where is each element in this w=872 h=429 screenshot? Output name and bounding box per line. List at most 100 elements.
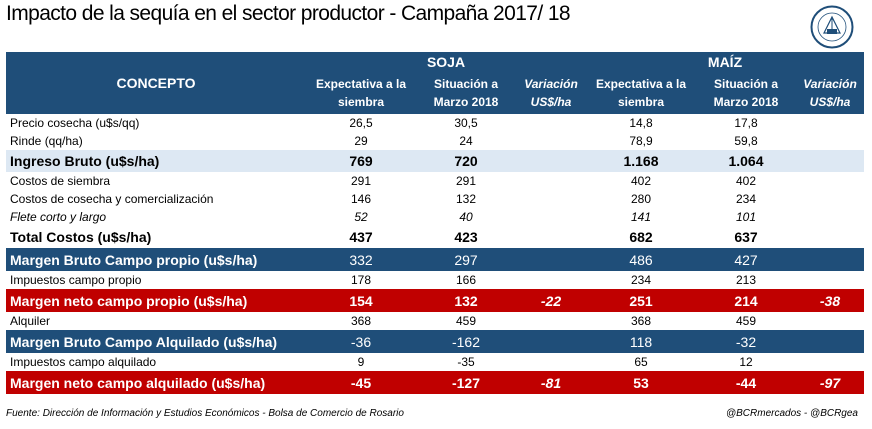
cell (516, 190, 586, 208)
cell (516, 271, 586, 289)
cell: 101 (735, 210, 757, 224)
row-label: Margen Bruto Campo Alquilado (u$s/ha) (6, 330, 306, 353)
cell (796, 226, 864, 248)
cell (516, 312, 586, 330)
header-col: Situación a Marzo 2018 (696, 72, 796, 114)
cell: 234 (735, 192, 757, 206)
header-col: Situación a Marzo 2018 (416, 72, 516, 114)
row-label: Costos de cosecha y comercialización (10, 192, 214, 206)
cell: -97 (796, 371, 865, 394)
row-label: Margen neto campo propio (u$s/ha) (6, 289, 306, 312)
cell: 26,5 (349, 116, 373, 130)
cell (516, 248, 586, 271)
cell: 132 (416, 289, 516, 312)
cell: -35 (457, 355, 475, 369)
cell (796, 353, 864, 371)
cell: 78,9 (629, 134, 653, 148)
cell: 291 (455, 174, 477, 188)
cell: 14,8 (629, 116, 653, 130)
table-row: Flete corto y largo 52 40 141 101 (6, 208, 864, 226)
cell: 213 (735, 273, 757, 287)
footer-handles: @BCRmercados - @BCRgea (725, 408, 858, 419)
cell: 214 (696, 289, 796, 312)
footer: Fuente: Dirección de Información y Estud… (6, 408, 864, 419)
row-label: Margen Bruto Campo propio (u$s/ha) (6, 248, 306, 271)
cell (516, 208, 586, 226)
cell: -22 (516, 289, 586, 312)
cell: 402 (735, 174, 757, 188)
row-label: Ingreso Bruto (u$s/ha) (6, 150, 306, 172)
cell: 682 (629, 229, 653, 245)
cell: 332 (306, 248, 416, 271)
table-row: Rinde (qq/ha) 29 24 78,9 59,8 (6, 132, 864, 150)
cell: -38 (796, 289, 865, 312)
header-col: Variación US$/ha (796, 72, 865, 114)
table-row: Precio cosecha (u$s/qq) 26,5 30,5 14,8 1… (6, 114, 864, 132)
cell: 769 (306, 150, 416, 172)
cell: 459 (455, 314, 477, 328)
cell: 720 (416, 150, 516, 172)
row-label: Impuestos campo alquilado (10, 355, 157, 369)
header-col: Expectativa a la siembra (306, 72, 416, 114)
header-maiz: MAÍZ (586, 52, 865, 72)
cell: 29 (354, 134, 368, 148)
table-row: Alquiler 368 459 368 459 (6, 312, 864, 330)
cell (796, 190, 864, 208)
cell: 132 (455, 192, 477, 206)
cell (796, 271, 864, 289)
cell: 251 (586, 289, 696, 312)
cell: 234 (630, 273, 652, 287)
table-row: Impuestos campo propio 178 166 234 213 (6, 271, 864, 289)
table-row: Total Costos (u$s/ha) 437 423 682 637 (6, 226, 864, 248)
cell (516, 330, 586, 353)
row-label: Alquiler (10, 314, 51, 328)
cell: 17,8 (734, 116, 758, 130)
cell: 1.064 (696, 150, 796, 172)
header-concepto: CONCEPTO (6, 52, 306, 114)
cell: -36 (306, 330, 416, 353)
footer-source: Fuente: Dirección de Información y Estud… (6, 408, 404, 419)
header-row-groups: CONCEPTO SOJA MAÍZ (6, 52, 865, 114)
row-label: Impuestos campo propio (10, 273, 142, 287)
cell: 280 (630, 192, 652, 206)
cell: 178 (350, 273, 372, 287)
cell: 146 (350, 192, 372, 206)
cell (796, 208, 864, 226)
cell: 24 (459, 134, 473, 148)
cell: 402 (630, 174, 652, 188)
cell: 59,8 (734, 134, 758, 148)
cell: 486 (586, 248, 696, 271)
cell: 437 (349, 229, 373, 245)
table-row: Margen Bruto Campo Alquilado (u$s/ha) -3… (6, 330, 865, 353)
cell: 291 (350, 174, 372, 188)
row-label: Total Costos (u$s/ha) (10, 229, 152, 245)
cell: -127 (416, 371, 516, 394)
header-col: Variación US$/ha (516, 72, 586, 114)
table-row: Margen neto campo propio (u$s/ha) 154 13… (6, 289, 865, 312)
cell: -162 (416, 330, 516, 353)
cell: 12 (739, 355, 753, 369)
cell (516, 114, 586, 132)
cell: 52 (354, 210, 368, 224)
page-title: Impacto de la sequía en el sector produc… (6, 2, 571, 25)
cell: 40 (459, 210, 473, 224)
cell: 9 (357, 355, 365, 369)
row-label: Flete corto y largo (10, 210, 107, 224)
table-row: Margen Bruto Campo propio (u$s/ha) 332 2… (6, 248, 865, 271)
cell: -32 (696, 330, 796, 353)
cell (516, 172, 586, 190)
cell (516, 132, 586, 150)
table-row: Costos de cosecha y comercialización 146… (6, 190, 864, 208)
data-table: CONCEPTO SOJA MAÍZ Expectativa a la siem… (6, 52, 865, 394)
cell: -45 (306, 371, 416, 394)
cell: 637 (734, 229, 758, 245)
cell: 1.168 (586, 150, 696, 172)
row-label: Margen neto campo alquilado (u$s/ha) (6, 371, 306, 394)
cell (516, 150, 586, 172)
cell: -81 (516, 371, 586, 394)
cell: 427 (696, 248, 796, 271)
header-col: Expectativa a la siembra (586, 72, 696, 114)
table-row: Impuestos campo alquilado 9 -35 65 12 (6, 353, 864, 371)
cell (796, 312, 864, 330)
cell: 297 (416, 248, 516, 271)
